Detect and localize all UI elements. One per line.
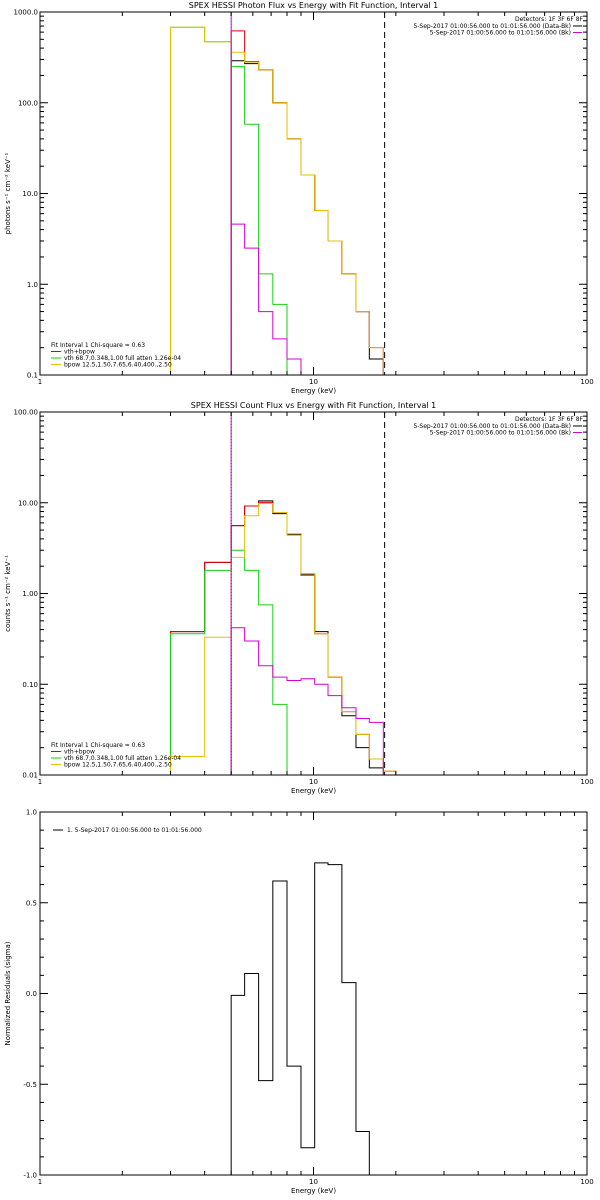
x-axis: 1 10 100 Energy (keV) [38,412,594,795]
y-tick-label: 1.0 [26,809,37,817]
x-axis-label: Energy (keV) [291,1187,336,1195]
chart-title: SPEX HESSI Count Flux vs Energy with Fit… [191,401,436,410]
x-tick-label: 1 [38,378,42,386]
legend-bottom-entry: bpow 12.5,1.50,7.65,6.40,400.,2.50 [64,362,172,369]
x-tick-label: 1 [38,1178,42,1186]
x-tick-label: 10 [309,1178,318,1186]
x-tick-label: 100 [580,378,593,386]
y-axis-label: photons s⁻¹ cm⁻² keV⁻¹ [4,152,12,234]
y-axis: 0.1 1.0 10.0 100.0 1000.0 photons s⁻¹ cm⁻² ke… [4,9,587,380]
chart-panel-1: SPEX HESSI Photon Flux vs Energy with Fi… [4,1,594,395]
series-vth-bpow [230,30,384,375]
x-axis-label: Energy (keV) [291,387,336,395]
series-group [169,500,397,775]
x-tick-label: 10 [309,378,318,386]
chart-panel-2: SPEX HESSI Count Flux vs Energy with Fit… [4,401,594,795]
x-axis: 1 10 100 Energy (keV) [38,812,594,1195]
chart-panel-3: 1 10 100 Energy (keV) -1.0 -0.5 0.0 0.5 1.0 Norma… [4,809,594,1196]
y-tick-label: -1.0 [23,1172,37,1180]
y-axis: 0.01 0.10 1.00 10.00 100.00 counts s⁻¹ cm⁻² k… [4,409,587,780]
series-data-bk [230,60,384,375]
legend: Detectors: 1F 3F 6F 8F5-Sep-2017 01:00:5… [51,16,584,369]
y-tick-label: -0.5 [23,1081,37,1089]
y-tick-label: 10.00 [18,499,38,507]
legend-top-entry: 5-Sep-2017 01:00:56.000 to 01:01:56.000 … [413,23,571,30]
plot-frame [39,11,588,376]
series-bpow [169,503,397,775]
y-tick-label: 1.0 [27,281,38,289]
series-group [230,862,384,1175]
series-group [169,26,384,375]
legend-bottom-entry: Fit Interval 1 Chi-square = 0.63 [51,742,145,749]
legend-top-entry: 5-Sep-2017 01:00:56.000 to 01:01:56.000 … [430,430,571,437]
legend-bottom-entry: vth+bpow [64,349,95,356]
legend-bottom-entry: vth 68.7,0.348,1.00 full atten 1.26e-04 [64,355,181,362]
x-tick-label: 1 [38,778,42,786]
chart-title: SPEX HESSI Photon Flux vs Energy with Fi… [189,1,439,10]
series-vth [169,26,288,375]
series-vth [169,549,302,775]
legend: Detectors: 1F 3F 6F 8F5-Sep-2017 01:00:5… [51,416,584,769]
y-tick-label: 100.00 [14,409,39,417]
y-tick-label: 0.01 [22,772,38,780]
legend: 1. 5-Sep-2017 01:00:56.000 to 01:01:56.0… [53,827,202,834]
plot-frame [39,411,588,776]
y-axis-label: counts s⁻¹ cm⁻² keV⁻¹ [4,555,12,632]
legend-bottom-entry: vth+bpow [64,749,95,756]
series-bk [230,627,384,775]
series-1-5-sep-2017-01-00-56-000-to-01-01-56-000 [230,862,384,1175]
x-tick-label: 100 [580,778,593,786]
plot-frame [39,811,588,1176]
y-tick-label: 10.0 [22,190,38,198]
y-tick-label: 100.0 [18,99,38,107]
legend-bottom-entry: Fit Interval 1 Chi-square = 0.63 [51,342,145,349]
series-bpow [169,26,384,375]
series-data-bk [169,500,384,775]
y-tick-label: 0.5 [26,899,37,907]
y-tick-label: 0.0 [26,990,37,998]
x-axis: 1 10 100 Energy (keV) [38,12,594,395]
x-tick-label: 10 [309,778,318,786]
y-tick-label: 0.10 [22,681,38,689]
legend-entry: 1. 5-Sep-2017 01:00:56.000 to 01:01:56.0… [67,827,202,834]
legend-bottom-entry: vth 68.7,0.348,1.00 full atten 1.26e-04 [64,755,181,762]
series-bk [230,223,316,375]
x-axis-label: Energy (keV) [291,787,336,795]
y-tick-label: 0.1 [27,372,38,380]
legend-top-entry: 5-Sep-2017 01:00:56.000 to 01:01:56.000 … [430,30,571,37]
detectors-label: Detectors: 1F 3F 6F 8F [515,16,584,23]
y-tick-label: 1.00 [22,590,38,598]
detectors-label: Detectors: 1F 3F 6F 8F [515,416,584,423]
y-axis-label: Normalized Residuals (sigma) [4,941,12,1045]
y-tick-label: 1000.0 [14,9,39,17]
legend-bottom-entry: bpow 12.5,1.50,7.65,6.40,400.,2.50 [64,762,172,769]
x-tick-label: 100 [580,1178,593,1186]
legend-top-entry: 5-Sep-2017 01:00:56.000 to 01:01:56.000 … [413,423,571,430]
y-axis: -1.0 -0.5 0.0 0.5 1.0 Normalized Residuals (s… [4,809,587,1180]
